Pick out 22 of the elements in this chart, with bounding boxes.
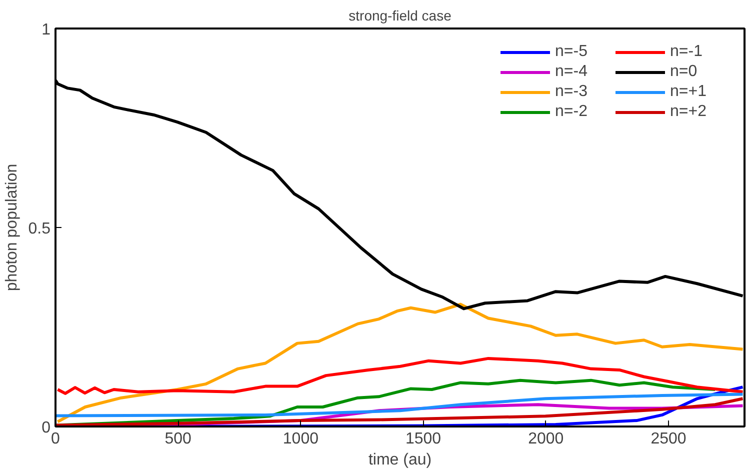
line-series [56,356,744,395]
legend-label: n=-5 [555,43,588,61]
y-tick-label: 1 [42,22,51,38]
legend-label: n=+1 [670,83,708,101]
legend-label: n=-3 [555,83,588,101]
legend-label: n=-4 [555,63,588,81]
x-axis-title: time (au) [368,452,432,468]
line-series [56,302,744,424]
legend-label: n=+2 [670,103,708,121]
y-tick-label: 0.5 [28,220,51,238]
chart-title: strong-field case [348,8,452,24]
x-tick-label: 500 [164,430,192,448]
x-tick-label: 1000 [282,430,319,448]
x-tick-label: 2000 [528,430,564,448]
x-tick-label: 2500 [650,430,686,448]
x-tick-label: 1500 [405,430,442,448]
legend-label: n=0 [670,63,698,81]
legend-label: n=-1 [670,43,704,61]
y-tick-label: 0 [42,420,51,436]
y-axis-title: photon population [3,164,20,292]
legend-label: n=-2 [555,103,588,121]
line-series [56,392,744,418]
